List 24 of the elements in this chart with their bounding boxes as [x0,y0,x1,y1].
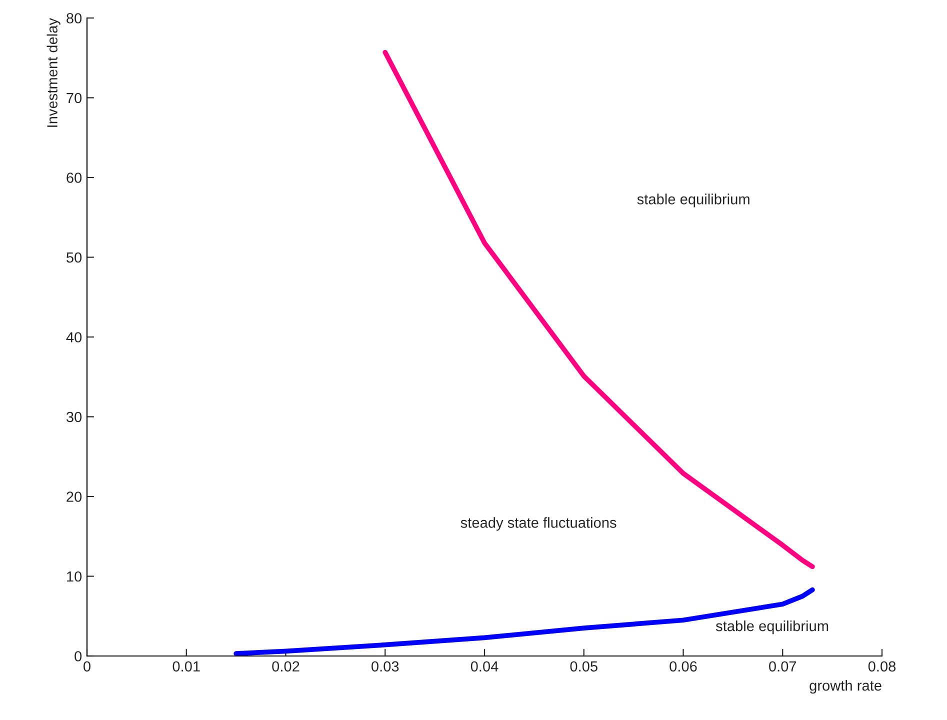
y-tick-label: 70 [66,92,82,104]
annotation: steady state fluctuations [460,517,616,531]
y-tick-label: 60 [66,172,82,183]
x-tick-label: 0.03 [372,661,399,672]
y-tick-label: 0 [74,651,82,662]
line-series [382,50,815,570]
y-tick-label: 40 [66,332,82,342]
y-tick-label: 50 [66,252,82,263]
y-tick-label: 10 [67,571,82,582]
annotation: stable equilibrium [716,620,828,634]
x-tick-label: 0.05 [570,661,598,672]
x-tick-label: 0.01 [172,661,200,672]
x-axis-title: growth rate [810,680,882,694]
x-tick-label: 0 [84,661,90,672]
x-tick-label: 0.07 [769,661,796,672]
y-tick-label: 80 [66,13,82,24]
x-tick-label: 0.04 [470,661,498,672]
y-axis-title: Investment delay [46,18,60,127]
y-tick-label: 20 [66,492,82,502]
y-tick-label: 30 [66,412,82,422]
x-tick-label: 0.02 [272,661,300,672]
x-tick-label: 0.08 [868,661,896,672]
annotation: stable equilibrium [637,194,750,208]
x-tick-label: 0.06 [670,661,697,672]
